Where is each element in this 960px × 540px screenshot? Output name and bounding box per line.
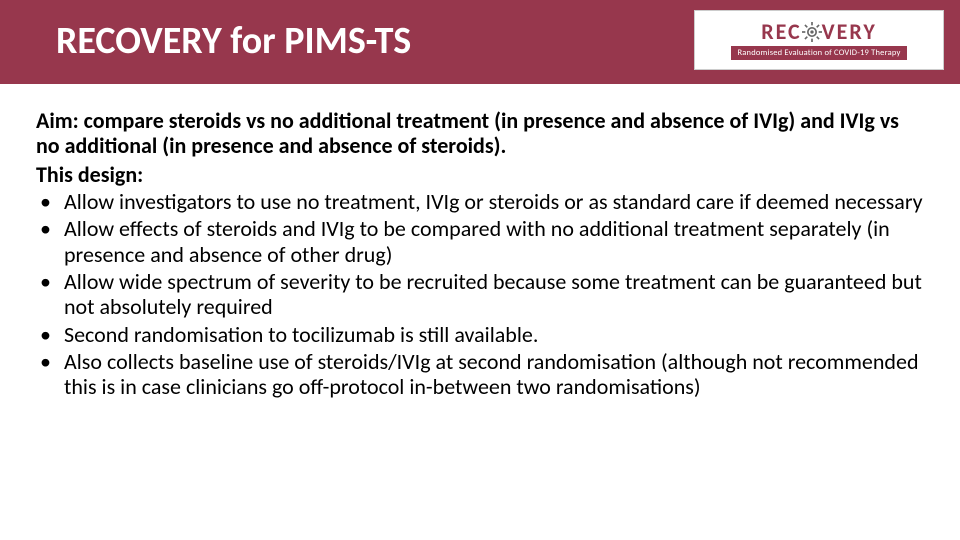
logo-text-left: REC xyxy=(761,18,801,45)
gear-icon xyxy=(802,22,822,42)
aim-text: compare steroids vs no additional treatm… xyxy=(36,107,899,159)
logo-main: REC VERY xyxy=(761,21,877,43)
logo-subtitle: Randomised Evaluation of COVID-19 Therap… xyxy=(731,46,906,60)
recovery-logo: REC VERY Randomised Evaluation of COVID-1… xyxy=(694,10,944,70)
list-item: Second randomisation to tocilizumab is s… xyxy=(36,322,924,347)
list-item: Allow effects of steroids and IVIg to be… xyxy=(36,216,924,267)
bullet-list: Allow investigators to use no treatment,… xyxy=(36,189,924,399)
slide-title: RECOVERY for PIMS-TS xyxy=(56,18,411,64)
aim-label: Aim: xyxy=(36,107,79,134)
design-label: This design: xyxy=(36,161,924,190)
list-item: Allow investigators to use no treatment,… xyxy=(36,189,924,214)
list-item: Also collects baseline use of steroids/I… xyxy=(36,349,924,400)
logo-text-right: VERY xyxy=(822,18,877,45)
header-band: RECOVERY for PIMS-TS REC VERY Randomised … xyxy=(0,0,960,84)
slide-body: Aim: compare steroids vs no additional t… xyxy=(0,84,960,400)
list-item: Allow wide spectrum of severity to be re… xyxy=(36,269,924,320)
aim-paragraph: Aim: compare steroids vs no additional t… xyxy=(36,108,924,159)
